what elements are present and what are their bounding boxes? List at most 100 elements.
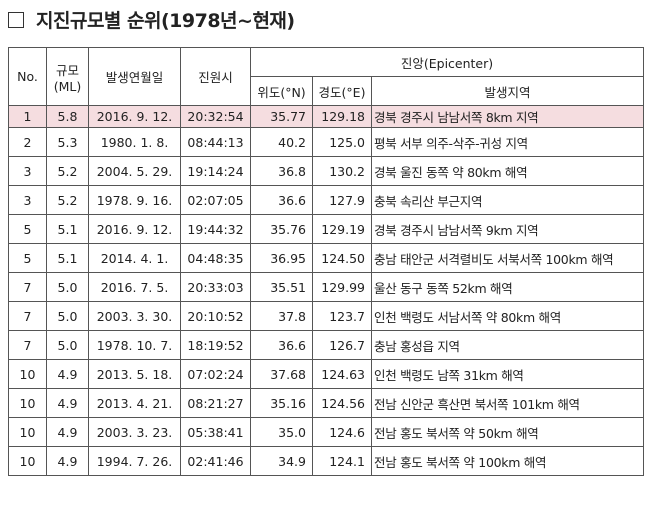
- table-cell: 19:44:32: [180, 214, 251, 244]
- table-cell: 10: [8, 417, 47, 447]
- table-cell: 5: [8, 243, 47, 273]
- table-cell: 124.6: [312, 417, 372, 447]
- header-cell: 위도(°N): [250, 76, 313, 106]
- table-body: 1 5.8 2016. 9. 12. 20:32:54 35.77 129.18 경북 경주…: [8, 105, 644, 476]
- table-cell: 20:32:54: [180, 105, 251, 128]
- table-cell: 충남 태안군 서격렬비도 서북서쪽 100km 해역: [371, 243, 644, 273]
- table-cell: 5.0: [46, 330, 89, 360]
- table-cell: 5.2: [46, 156, 89, 186]
- header-text: 규모: [55, 62, 79, 78]
- table-cell: 2014. 4. 1.: [88, 243, 181, 273]
- checkbox-icon: [8, 11, 24, 28]
- table-cell: 10: [8, 446, 47, 476]
- header-cell: 규모 (ML): [46, 47, 89, 106]
- table-cell: 126.7: [312, 330, 372, 360]
- table-cell: 37.68: [250, 359, 313, 389]
- table-cell: 7: [8, 330, 47, 360]
- table-cell: 35.76: [250, 214, 313, 244]
- table-cell: 5: [8, 214, 47, 244]
- table-cell: 2016. 9. 12.: [88, 105, 181, 128]
- table-cell: 2: [8, 127, 47, 157]
- table-cell: 127.9: [312, 185, 372, 215]
- table-cell: 129.99: [312, 272, 372, 302]
- table-cell: 02:07:05: [180, 185, 251, 215]
- table-cell: 34.9: [250, 446, 313, 476]
- table-cell: 124.50: [312, 243, 372, 273]
- table-cell: 1980. 1. 8.: [88, 127, 181, 157]
- table-cell: 5.3: [46, 127, 89, 157]
- table-cell: 전남 홍도 북서쪽 약 50km 해역: [371, 417, 644, 447]
- table-cell: 4.9: [46, 446, 89, 476]
- table-row: 7 5.0 2003. 3. 30. 20:10:52 37.8 123.7 인천 백령도 …: [8, 301, 644, 331]
- table-cell: 07:02:24: [180, 359, 251, 389]
- header-text: (ML): [53, 78, 82, 94]
- table-cell: 1978. 9. 16.: [88, 185, 181, 215]
- table-cell: 129.19: [312, 214, 372, 244]
- table-row: 3 5.2 1978. 9. 16. 02:07:05 36.6 127.9 충북 속리산 …: [8, 185, 644, 215]
- table-cell: 35.16: [250, 388, 313, 418]
- table-cell: 평북 서부 의주-삭주-귀성 지역: [371, 127, 644, 157]
- table-row: 7 5.0 1978. 10. 7. 18:19:52 36.6 126.7 충남 홍성읍 …: [8, 330, 644, 360]
- header-cell: 진원시: [180, 47, 251, 106]
- table-cell: 35.0: [250, 417, 313, 447]
- table-cell: 경북 울진 동쪽 약 80km 해역: [371, 156, 644, 186]
- table-cell: 2016. 7. 5.: [88, 272, 181, 302]
- table-cell: 7: [8, 272, 47, 302]
- table-cell: 36.8: [250, 156, 313, 186]
- table-cell: 5.8: [46, 105, 89, 128]
- table-row: 3 5.2 2004. 5. 29. 19:14:24 36.8 130.2 경북 울진 동…: [8, 156, 644, 186]
- table-cell: 129.18: [312, 105, 372, 128]
- table-cell: 35.77: [250, 105, 313, 128]
- table-cell: 1: [8, 105, 47, 128]
- header-cell: 발생연월일: [88, 47, 181, 106]
- table-cell: 충남 홍성읍 지역: [371, 330, 644, 360]
- table-row: 10 4.9 1994. 7. 26. 02:41:46 34.9 124.1 전남 홍도 …: [8, 446, 644, 476]
- table-cell: 05:38:41: [180, 417, 251, 447]
- table-row: 10 4.9 2003. 3. 23. 05:38:41 35.0 124.6 전남 홍도 …: [8, 417, 644, 447]
- table-cell: 5.0: [46, 301, 89, 331]
- table-cell: 125.0: [312, 127, 372, 157]
- table-cell: 2003. 3. 30.: [88, 301, 181, 331]
- table-cell: 4.9: [46, 359, 89, 389]
- table-row: 1 5.8 2016. 9. 12. 20:32:54 35.77 129.18 경북 경주…: [8, 105, 644, 128]
- table-cell: 충북 속리산 부근지역: [371, 185, 644, 215]
- table-cell: 2013. 5. 18.: [88, 359, 181, 389]
- table-cell: 전남 홍도 북서쪽 약 100km 해역: [371, 446, 644, 476]
- table-cell: 경북 경주시 남남서쪽 9km 지역: [371, 214, 644, 244]
- table-cell: 10: [8, 388, 47, 418]
- table-cell: 경북 경주시 남남서쪽 8km 지역: [371, 105, 644, 128]
- table-row: 10 4.9 2013. 5. 18. 07:02:24 37.68 124.63 인천 백…: [8, 359, 644, 389]
- table-cell: 1978. 10. 7.: [88, 330, 181, 360]
- table-cell: 124.56: [312, 388, 372, 418]
- title-text: 지진규모별 순위(1978년~현재): [36, 10, 295, 32]
- table-cell: 2016. 9. 12.: [88, 214, 181, 244]
- table-cell: 36.6: [250, 330, 313, 360]
- table-cell: 5.1: [46, 243, 89, 273]
- table-row: 10 4.9 2013. 4. 21. 08:21:27 35.16 124.56 전남 신…: [8, 388, 644, 418]
- table-cell: 20:10:52: [180, 301, 251, 331]
- table-row: 5 5.1 2014. 4. 1. 04:48:35 36.95 124.50 충남 태안군…: [8, 243, 644, 273]
- table-cell: 인천 백령도 남쪽 31km 해역: [371, 359, 644, 389]
- header-cell: No.: [8, 47, 47, 106]
- earthquake-table: No. 규모 (ML) 발생연월일 진원시 진앙(Epicenter) 위도(°N…: [8, 47, 644, 476]
- table-cell: 20:33:03: [180, 272, 251, 302]
- table-cell: 3: [8, 156, 47, 186]
- table-cell: 130.2: [312, 156, 372, 186]
- table-cell: 인천 백령도 서남서쪽 약 80km 해역: [371, 301, 644, 331]
- table-row: 7 5.0 2016. 7. 5. 20:33:03 35.51 129.99 울산 동구 …: [8, 272, 644, 302]
- table-cell: 08:44:13: [180, 127, 251, 157]
- table-row: 2 5.3 1980. 1. 8. 08:44:13 40.2 125.0 평북 서부 의주…: [8, 127, 644, 157]
- header-cell: 경도(°E): [312, 76, 372, 106]
- table-cell: 123.7: [312, 301, 372, 331]
- table-header: No. 규모 (ML) 발생연월일 진원시 진앙(Epicenter) 위도(°N…: [8, 47, 644, 106]
- table-cell: 5.1: [46, 214, 89, 244]
- table-cell: 02:41:46: [180, 446, 251, 476]
- header-cell: 발생지역: [371, 76, 644, 106]
- table-cell: 2004. 5. 29.: [88, 156, 181, 186]
- table-cell: 35.51: [250, 272, 313, 302]
- table-cell: 10: [8, 359, 47, 389]
- table-cell: 36.95: [250, 243, 313, 273]
- table-cell: 19:14:24: [180, 156, 251, 186]
- table-cell: 36.6: [250, 185, 313, 215]
- title: 지진규모별 순위(1978년~현재): [8, 6, 295, 33]
